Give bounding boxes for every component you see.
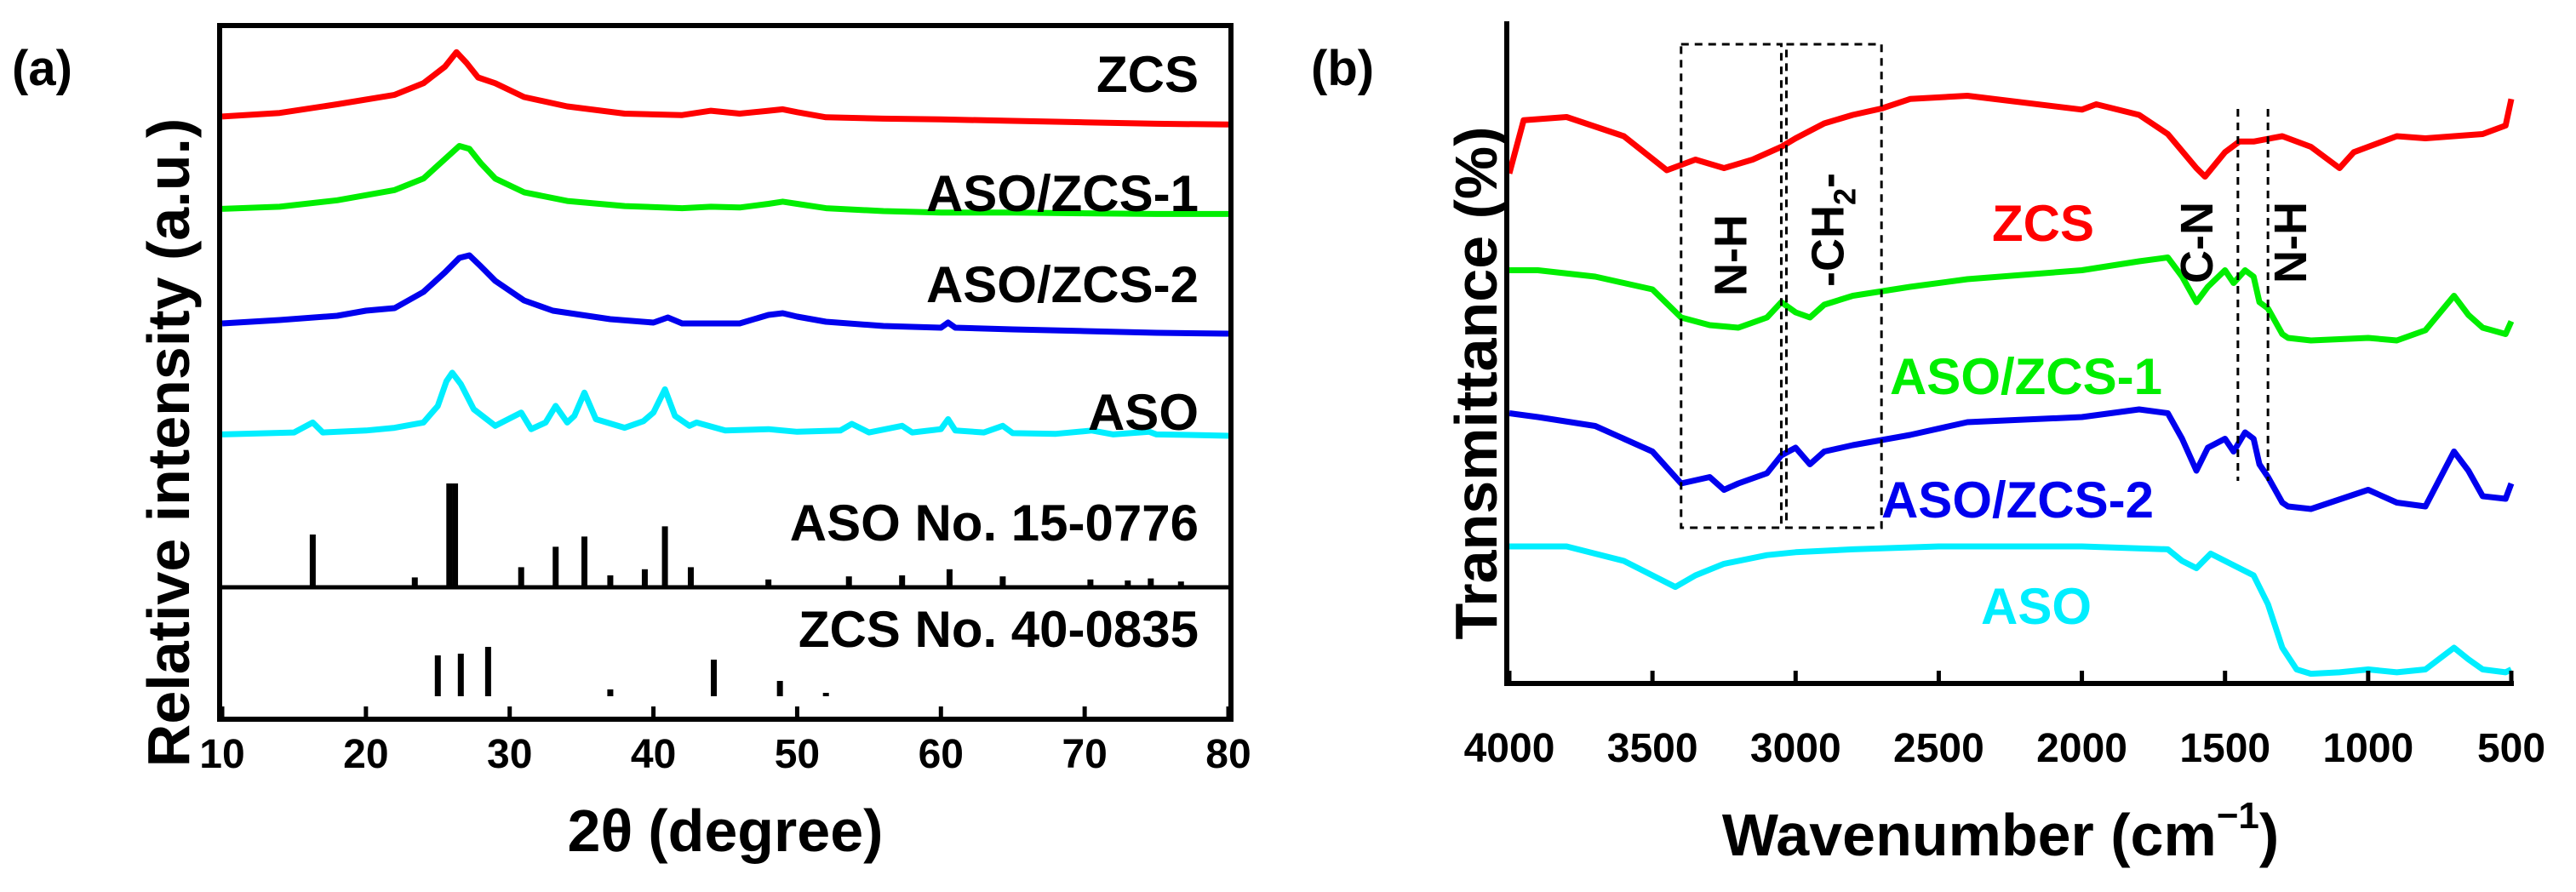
ftir-curve-aso-zcs-1	[1509, 254, 2515, 344]
panel-a-xlabel: 2θ (degree)	[568, 798, 884, 864]
panel-b-x-ticks: 4000 3500 3000 2500 2000 1500 1000 500	[1464, 671, 2545, 771]
panel-a-tick-label: 20	[343, 732, 388, 777]
panel-b-label-zcs: ZCS	[1992, 195, 2094, 252]
panel-a-reference-bars	[309, 483, 1184, 696]
band-label-ch2-main: -CH	[1802, 205, 1853, 287]
panel-b-tick-label: 1000	[2322, 726, 2413, 771]
panel-a-ylabel: Relative intensity (a.u.)	[135, 118, 202, 767]
band-label-ch2: -CH2-	[1802, 173, 1862, 287]
panel-a-label-zcs-ref: ZCS No. 40-0835	[799, 601, 1199, 658]
band-label-n-h-1: N-H	[2265, 202, 2316, 283]
panel-b-ylabel: Transmittance (%)	[1443, 127, 1509, 640]
panel-b-tick-label: 3500	[1607, 726, 1698, 771]
panel-b-tick-label: 3000	[1750, 726, 1841, 771]
panel-b: (b) Transmittance (%) N-H -CH2- C-N N-H 400…	[1311, 21, 2545, 868]
xrd-curve-aso-zcs-1	[221, 143, 1228, 217]
ftir-curve-zcs	[1506, 93, 2515, 180]
panel-a-tick-label: 30	[487, 732, 532, 777]
panel-b-tick-label: 500	[2477, 726, 2545, 771]
panel-a-tick-label: 10	[199, 732, 244, 777]
panel-b-label-aso-zcs-2: ASO/ZCS-2	[1881, 472, 2154, 529]
panel-a-label: (a)	[12, 41, 72, 96]
panel-a-label-zcs: ZCS	[1096, 46, 1199, 103]
panel-a-tick-label: 50	[775, 732, 820, 777]
panel-a-xlabel-unit: (degree)	[648, 798, 883, 864]
ftir-curve-aso	[1509, 543, 2513, 678]
band-label-ch2-sub: 2	[1827, 188, 1862, 205]
xrd-curve-zcs	[221, 49, 1229, 128]
panel-a-label-aso-zcs-2: ASO/ZCS-2	[926, 256, 1199, 313]
band-label-c-n-0: C-N	[2172, 202, 2223, 283]
panel-b-curves	[1506, 93, 2515, 678]
panel-a-plot-frame	[217, 23, 1234, 722]
panel-b-xlabel-close: )	[2259, 802, 2279, 868]
panel-b-label: (b)	[1311, 41, 1374, 96]
panel-a-tick-label: 70	[1062, 732, 1107, 777]
panel-b-tick-label: 2000	[2036, 726, 2127, 771]
panel-a-label-aso-ref: ASO No. 15-0776	[790, 495, 1199, 552]
ftir-curve-aso-zcs-2	[1508, 406, 2515, 512]
panel-a-curves	[221, 49, 1229, 439]
panel-a-xlabel-main: 2θ	[568, 798, 633, 864]
panel-a-tick-label: 40	[631, 732, 676, 777]
panel-b-tick-label: 2500	[1893, 726, 1984, 771]
panel-a-x-ticks: 10 20 30 40 50 60 70 80	[199, 706, 1251, 777]
panel-b-band-annotations: N-H -CH2- C-N N-H	[1680, 43, 2316, 529]
panel-b-xlabel-main: Wavenumber (cm	[1722, 802, 2217, 868]
band-box-n-h	[1680, 43, 1783, 529]
panel-b-xlabel: Wavenumber (cm−1)	[1722, 795, 2279, 868]
panel-a-label-aso-zcs-1: ASO/ZCS-1	[926, 165, 1199, 222]
panel-a-tick-label: 60	[919, 732, 964, 777]
band-label-n-h: N-H	[1706, 214, 1757, 296]
panel-b-label-aso-zcs-1: ASO/ZCS-1	[1890, 348, 2162, 405]
panel-b-tick-label: 1500	[2179, 726, 2270, 771]
band-box-ch2	[1784, 43, 1883, 529]
panel-b-tick-label: 4000	[1464, 726, 1555, 771]
panel-a-label-aso: ASO	[1088, 384, 1199, 441]
band-label-ch2-suffix: -	[1802, 173, 1853, 188]
panel-a: (a) Relative intensity (a.u.) 10 20 30 40 50…	[12, 23, 1251, 864]
panel-a-tick-label: 80	[1205, 732, 1251, 777]
panel-b-label-aso: ASO	[1981, 578, 2092, 635]
xrd-curve-aso-zcs-2	[221, 252, 1229, 337]
panel-b-xlabel-sup: −1	[2217, 795, 2259, 837]
xrd-curve-aso	[221, 369, 1229, 439]
